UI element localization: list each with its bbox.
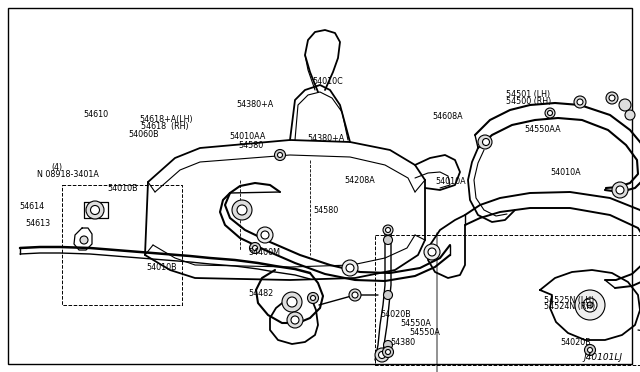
Text: 54580: 54580 bbox=[238, 141, 263, 150]
Circle shape bbox=[385, 228, 390, 232]
Circle shape bbox=[383, 225, 393, 235]
Text: 54550AA: 54550AA bbox=[525, 125, 561, 134]
Circle shape bbox=[383, 235, 392, 244]
Text: 54208A: 54208A bbox=[344, 176, 375, 185]
Circle shape bbox=[547, 110, 552, 115]
Circle shape bbox=[278, 153, 282, 157]
Text: 54613: 54613 bbox=[26, 219, 51, 228]
Circle shape bbox=[574, 96, 586, 108]
Circle shape bbox=[588, 347, 593, 353]
Circle shape bbox=[383, 346, 394, 357]
Text: (4): (4) bbox=[51, 163, 62, 172]
Text: N 08918-3401A: N 08918-3401A bbox=[37, 170, 99, 179]
Circle shape bbox=[352, 292, 358, 298]
Text: 54580: 54580 bbox=[314, 206, 339, 215]
Circle shape bbox=[287, 312, 303, 328]
Circle shape bbox=[291, 316, 299, 324]
Circle shape bbox=[378, 352, 385, 359]
Circle shape bbox=[383, 340, 392, 350]
Circle shape bbox=[483, 138, 490, 145]
Circle shape bbox=[307, 292, 319, 304]
Circle shape bbox=[583, 298, 597, 312]
Circle shape bbox=[346, 264, 354, 272]
Circle shape bbox=[375, 348, 389, 362]
Text: 54608A: 54608A bbox=[432, 112, 463, 121]
Text: 54010B: 54010B bbox=[146, 263, 177, 272]
Circle shape bbox=[349, 289, 361, 301]
Circle shape bbox=[619, 99, 631, 111]
Circle shape bbox=[310, 295, 316, 301]
Text: 54010A: 54010A bbox=[435, 177, 466, 186]
Text: 54010C: 54010C bbox=[312, 77, 343, 86]
Text: 54550A: 54550A bbox=[410, 328, 440, 337]
Text: 54524N (RH): 54524N (RH) bbox=[544, 302, 595, 311]
Circle shape bbox=[237, 205, 247, 215]
Circle shape bbox=[424, 244, 440, 260]
Circle shape bbox=[609, 95, 615, 101]
Circle shape bbox=[385, 350, 390, 355]
Circle shape bbox=[90, 205, 99, 215]
Circle shape bbox=[257, 227, 273, 243]
Text: 54618+A(LH): 54618+A(LH) bbox=[140, 115, 193, 124]
Circle shape bbox=[577, 99, 583, 105]
Text: J40101LJ: J40101LJ bbox=[583, 353, 622, 362]
Text: 54020B: 54020B bbox=[381, 310, 412, 319]
Text: 54610: 54610 bbox=[83, 110, 108, 119]
Circle shape bbox=[287, 297, 297, 307]
Circle shape bbox=[625, 110, 635, 120]
Circle shape bbox=[545, 108, 555, 118]
Text: 54550A: 54550A bbox=[400, 319, 431, 328]
Circle shape bbox=[86, 201, 104, 219]
Circle shape bbox=[478, 135, 492, 149]
Circle shape bbox=[584, 344, 595, 356]
Circle shape bbox=[342, 260, 358, 276]
Text: 54500 (RH): 54500 (RH) bbox=[506, 97, 551, 106]
Circle shape bbox=[575, 290, 605, 320]
Circle shape bbox=[80, 236, 88, 244]
Text: 54010A: 54010A bbox=[550, 169, 581, 177]
Text: 54020B: 54020B bbox=[560, 338, 591, 347]
Text: 54618  (RH): 54618 (RH) bbox=[141, 122, 188, 131]
Text: 54010AA: 54010AA bbox=[229, 132, 266, 141]
Text: 54501 (LH): 54501 (LH) bbox=[506, 90, 550, 99]
Circle shape bbox=[383, 291, 392, 299]
Text: 54010B: 54010B bbox=[108, 184, 138, 193]
Text: 54380: 54380 bbox=[390, 338, 415, 347]
Text: 54482: 54482 bbox=[248, 289, 273, 298]
Circle shape bbox=[282, 292, 302, 312]
Text: 54060B: 54060B bbox=[128, 130, 159, 139]
Circle shape bbox=[250, 243, 260, 253]
Circle shape bbox=[606, 92, 618, 104]
Circle shape bbox=[253, 246, 257, 250]
Circle shape bbox=[232, 200, 252, 220]
Text: 54380+A: 54380+A bbox=[237, 100, 274, 109]
Circle shape bbox=[428, 248, 436, 256]
Text: 54614: 54614 bbox=[19, 202, 44, 211]
Circle shape bbox=[261, 231, 269, 239]
Circle shape bbox=[275, 150, 285, 160]
Circle shape bbox=[616, 186, 624, 194]
Text: 54525N (LH): 54525N (LH) bbox=[544, 296, 595, 305]
Text: 54400M: 54400M bbox=[248, 248, 280, 257]
Circle shape bbox=[612, 182, 628, 198]
Text: 54380+A: 54380+A bbox=[307, 134, 344, 143]
Circle shape bbox=[587, 302, 593, 308]
